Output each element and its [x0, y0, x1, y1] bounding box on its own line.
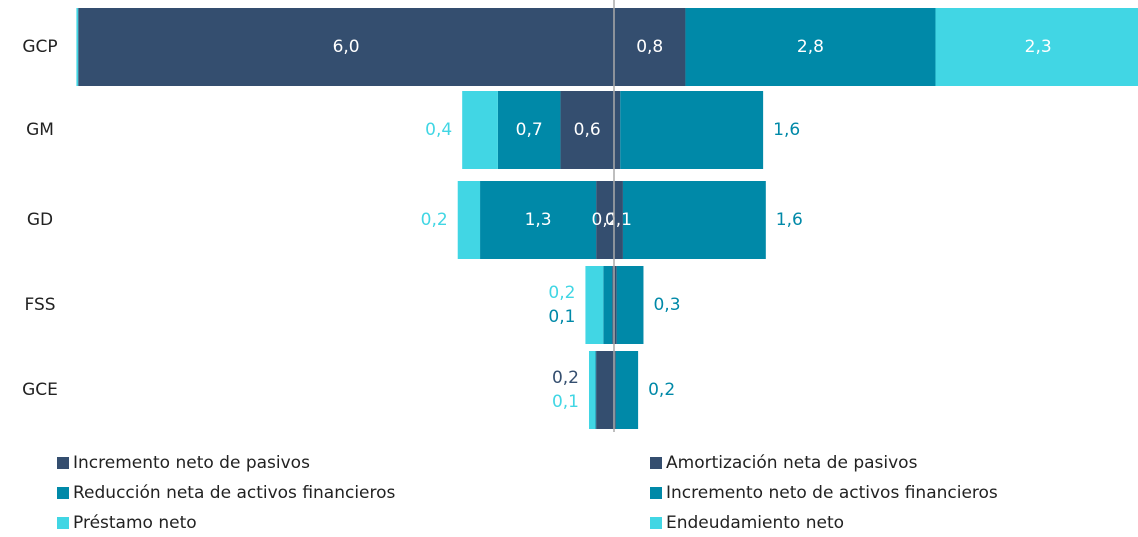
value-label: 1,6: [773, 120, 800, 140]
value-label: 0,2: [421, 210, 448, 230]
value-label: 1,3: [525, 210, 552, 230]
bar-segment: [685, 8, 936, 86]
bar-segment: [596, 351, 614, 429]
value-label: 0,2: [548, 283, 575, 303]
bar-segment: [585, 266, 604, 344]
value-label: 2,3: [1025, 37, 1052, 57]
bar-segment: [457, 181, 481, 259]
legend-swatch: [650, 487, 662, 499]
bar-segment: [616, 266, 644, 344]
value-label: 0,2: [648, 380, 675, 400]
bar-segment: [620, 91, 764, 169]
value-label: 0,4: [425, 120, 452, 140]
bar-segment: [603, 266, 613, 344]
legend-swatch: [650, 517, 662, 529]
legend-swatch: [650, 457, 662, 469]
value-label: 0,8: [636, 37, 663, 57]
bar-segment: [78, 8, 614, 86]
legend-label: Endeudamiento neto: [666, 513, 844, 533]
legend-swatch: [57, 487, 69, 499]
category-label: GCE: [22, 380, 58, 400]
bar-segment: [596, 181, 614, 259]
value-label: 0,6: [574, 120, 601, 140]
category-label: GD: [27, 210, 53, 230]
value-label: 0,3: [653, 295, 680, 315]
bar-segment: [614, 91, 621, 169]
value-label: 1,6: [776, 210, 803, 230]
bar-segment: [935, 8, 1138, 86]
legend-label: Incremento neto de activos financieros: [666, 483, 998, 503]
bar-segment: [76, 8, 79, 86]
value-label: 0,1: [605, 210, 632, 230]
legend-label: Incremento neto de pasivos: [73, 453, 310, 473]
category-label: GM: [26, 120, 54, 140]
value-label: 0,2: [592, 210, 619, 230]
bar-segment: [614, 8, 686, 86]
legend-swatch: [57, 457, 69, 469]
legend-swatch: [57, 517, 69, 529]
value-label: 0,1: [548, 307, 575, 327]
bar-segment: [588, 351, 596, 429]
category-label: FSS: [24, 295, 55, 315]
bar-segment: [614, 266, 617, 344]
bar-segment: [614, 181, 623, 259]
value-label: 0,1: [552, 392, 579, 412]
bar-segment: [560, 91, 614, 169]
bar-segment: [462, 91, 498, 169]
bar-segment: [480, 181, 597, 259]
bar-segment: [595, 351, 597, 429]
bar-segment: [622, 181, 766, 259]
bar-segment: [497, 91, 561, 169]
legend-label: Reducción neta de activos financieros: [73, 483, 396, 503]
bar-segment: [612, 266, 614, 344]
bar-segment: [615, 351, 639, 429]
legend-label: Amortización neta de pasivos: [666, 453, 918, 473]
bar-segment: [614, 351, 616, 429]
legend-label: Préstamo neto: [73, 513, 197, 533]
value-label: 2,8: [797, 37, 824, 57]
category-label: GCP: [22, 37, 57, 57]
value-label: 0,7: [516, 120, 543, 140]
value-label: 6,0: [333, 37, 360, 57]
value-label: 0,2: [552, 368, 579, 388]
